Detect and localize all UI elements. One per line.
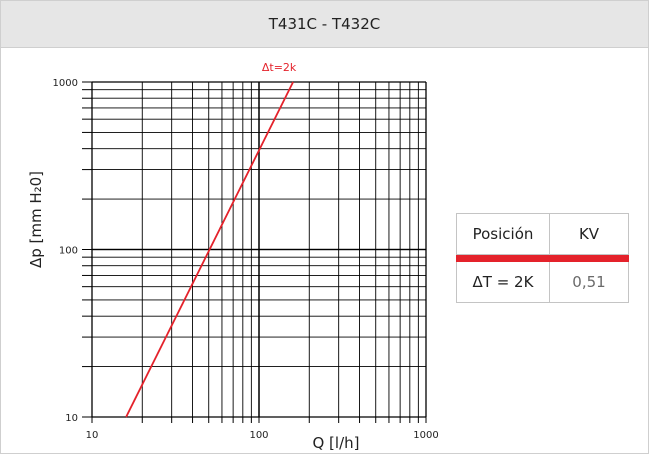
chart-series	[125, 81, 294, 418]
chart-axes	[82, 81, 427, 423]
chart-grid	[91, 81, 427, 418]
kv-table-header-kv: KV	[549, 213, 629, 255]
kv-table-row: ΔT = 2K 0,51	[456, 261, 629, 303]
kv-table-accent-stripe	[456, 254, 629, 262]
kv-table-cell-position: ΔT = 2K	[456, 261, 550, 303]
x-tick-label: 1000	[413, 430, 438, 441]
kv-table-accent-cell	[456, 254, 550, 262]
y-axis-label: Δp [mm H₂0]	[27, 171, 45, 268]
series-line	[125, 81, 294, 418]
panel-title: T431C - T432C	[1, 1, 648, 48]
kv-table-header-row: Posición KV	[456, 213, 629, 255]
y-tick-label: 10	[65, 413, 78, 424]
x-tick-label: 100	[249, 430, 268, 441]
kv-table-cell-kv: 0,51	[549, 261, 629, 303]
kv-table-accent-cell	[549, 254, 629, 262]
series-label: Δt=2k	[262, 61, 297, 74]
y-tick-label: 1000	[53, 78, 78, 89]
x-tick-label: 10	[86, 430, 99, 441]
chart-labels: 10 100 1000 10 100 1000 Q [l/h] Δp [mm H₂0] Δt=2…	[27, 61, 439, 452]
x-axis-label: Q [l/h]	[312, 434, 359, 452]
pressure-drop-chart: 10 100 1000 10 100 1000 Q [l/h] Δp [mm H₂0] Δt=2…	[27, 61, 439, 452]
kv-table: Posición KV ΔT = 2K 0,51	[456, 213, 629, 303]
kv-table-header-position: Posición	[456, 213, 550, 255]
y-tick-label: 100	[59, 246, 78, 257]
